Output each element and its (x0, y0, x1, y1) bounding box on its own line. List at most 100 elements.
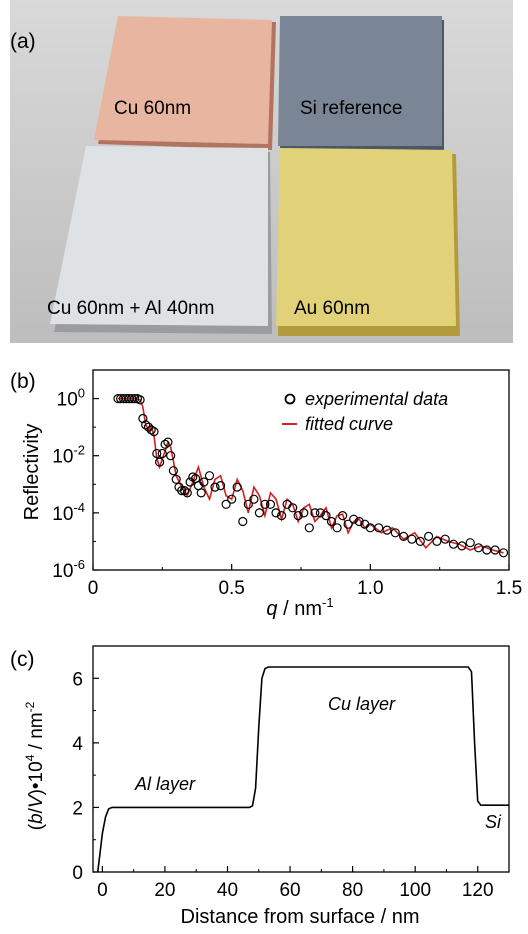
sld-profile-chart: (c) 0 20 40 60 80 100 120 0 2 4 6 Al layer Cu laye… (10, 645, 510, 928)
panel-a-label: (a) (10, 30, 36, 53)
exp-data-point (415, 536, 425, 546)
sample-si-tile (278, 16, 444, 152)
exp-data-point (332, 523, 342, 533)
exp-data-point (163, 437, 173, 447)
exp-data-point (160, 439, 170, 449)
exp-data-point (149, 426, 159, 437)
y-tick-label: 10-2 (52, 443, 85, 468)
exp-data-point (204, 471, 215, 481)
exp-data-point (315, 508, 325, 518)
exp-data-point (265, 499, 276, 509)
exp-data-point (304, 523, 314, 533)
plot-c-ylabel: (b/V)•104 / nm-2 (23, 701, 47, 830)
sample-label-cual: Cu 60nm + Al 40nm (47, 298, 214, 319)
exp-data-point (210, 482, 220, 492)
x-tick-label: 80 (342, 880, 363, 901)
y-tick-label: 6 (72, 669, 83, 690)
x-tick-label: 120 (462, 880, 494, 901)
exp-data-point (216, 480, 226, 491)
exp-data-point (271, 508, 281, 518)
annotation-al-layer: Al layer (134, 774, 196, 794)
exp-data-point (243, 499, 253, 509)
x-tick-label: 0.5 (218, 578, 244, 599)
x-tick-label: 0 (88, 578, 99, 599)
exp-data-point (166, 451, 176, 461)
exp-data-point (238, 516, 248, 527)
exp-data-point (130, 393, 140, 404)
plot-b-xlabel: q / nm-1 (266, 595, 333, 620)
exp-data-point (221, 499, 231, 509)
exp-data-point (338, 511, 348, 521)
y-tick-label: 4 (72, 734, 83, 755)
exp-data-point (293, 511, 303, 521)
annotation-si: Si (485, 812, 502, 832)
legend-exp-label: experimental data (305, 389, 448, 409)
exp-data-point (321, 511, 331, 521)
exp-data-point (374, 523, 384, 533)
exp-data-point (407, 534, 417, 544)
exp-data-point (227, 494, 237, 504)
exp-data-point (424, 531, 434, 541)
exp-data-point (260, 499, 270, 509)
exp-data-point (310, 508, 320, 518)
x-tick-label: 60 (279, 880, 300, 901)
exp-data-point (465, 538, 475, 548)
exp-data-point (179, 486, 190, 496)
sample-cual-tile (50, 146, 272, 334)
exp-data-point (182, 488, 192, 498)
exp-data-point (141, 420, 151, 430)
exp-data-point (171, 474, 181, 484)
panel-c-label: (c) (10, 648, 35, 671)
sld-profile-line (96, 666, 509, 873)
sample-cu-tile (94, 16, 276, 150)
x-tick-label: 1.0 (357, 578, 383, 599)
exp-data-point (390, 528, 400, 538)
exp-data-point (168, 466, 178, 476)
y-tick-label: 10-4 (52, 500, 85, 525)
exp-data-point (473, 543, 484, 553)
exp-data-point (343, 519, 353, 529)
exp-data-point (152, 448, 162, 459)
exp-data-point (490, 545, 500, 555)
exp-data-point (299, 508, 309, 518)
annotation-cu-layer: Cu layer (328, 694, 396, 714)
sample-au-tile (276, 148, 460, 336)
x-tick-label: 20 (154, 880, 175, 901)
x-tick-label: 0 (97, 880, 108, 901)
plot-b-ylabel: Reflectivity (21, 424, 43, 521)
plot-b-legend: experimental data fitted curve (282, 389, 448, 434)
y-tick-label: 10-6 (52, 557, 85, 582)
exp-data-point (277, 511, 287, 521)
exp-data-point (349, 514, 359, 524)
legend-exp-marker (284, 393, 296, 405)
legend-fit-label: fitted curve (305, 414, 393, 434)
exp-data-point (498, 548, 509, 558)
exp-data-point (196, 488, 206, 498)
exp-data-point (457, 541, 467, 551)
x-tick-label: 100 (399, 880, 431, 901)
exp-data-point (157, 448, 167, 459)
sample-label-au: Au 60nm (294, 298, 370, 319)
reflectivity-chart: (b) 0 0.5 1.0 1.5 100 10-2 10-4 10-6 q / nm-1 R… (10, 369, 522, 620)
y-tick-label: 100 (57, 386, 85, 411)
exp-data-point (143, 422, 154, 432)
x-tick-label: 40 (217, 880, 238, 901)
exp-data-point (199, 477, 209, 487)
exp-data-point (135, 395, 145, 405)
exp-data-point (448, 539, 459, 549)
exp-data-point (326, 516, 337, 527)
exp-data-point (254, 508, 264, 518)
sample-photo: (a) Cu 60nm Si reference Cu 60nm + Al 40… (10, 0, 513, 343)
exp-data-point (232, 482, 242, 492)
exp-data-point (288, 503, 298, 513)
plot-c-xlabel: Distance from surface / nm (181, 906, 420, 928)
exp-data-point (382, 525, 392, 535)
exp-data-point (440, 534, 450, 544)
sample-label-si: Si reference (300, 98, 402, 119)
exp-data-point (155, 457, 165, 467)
exp-data-point (354, 516, 364, 527)
y-tick-label: 2 (72, 798, 83, 819)
exp-data-point (177, 486, 187, 496)
sample-label-cu: Cu 60nm (114, 98, 191, 119)
exp-data-point (249, 494, 259, 504)
